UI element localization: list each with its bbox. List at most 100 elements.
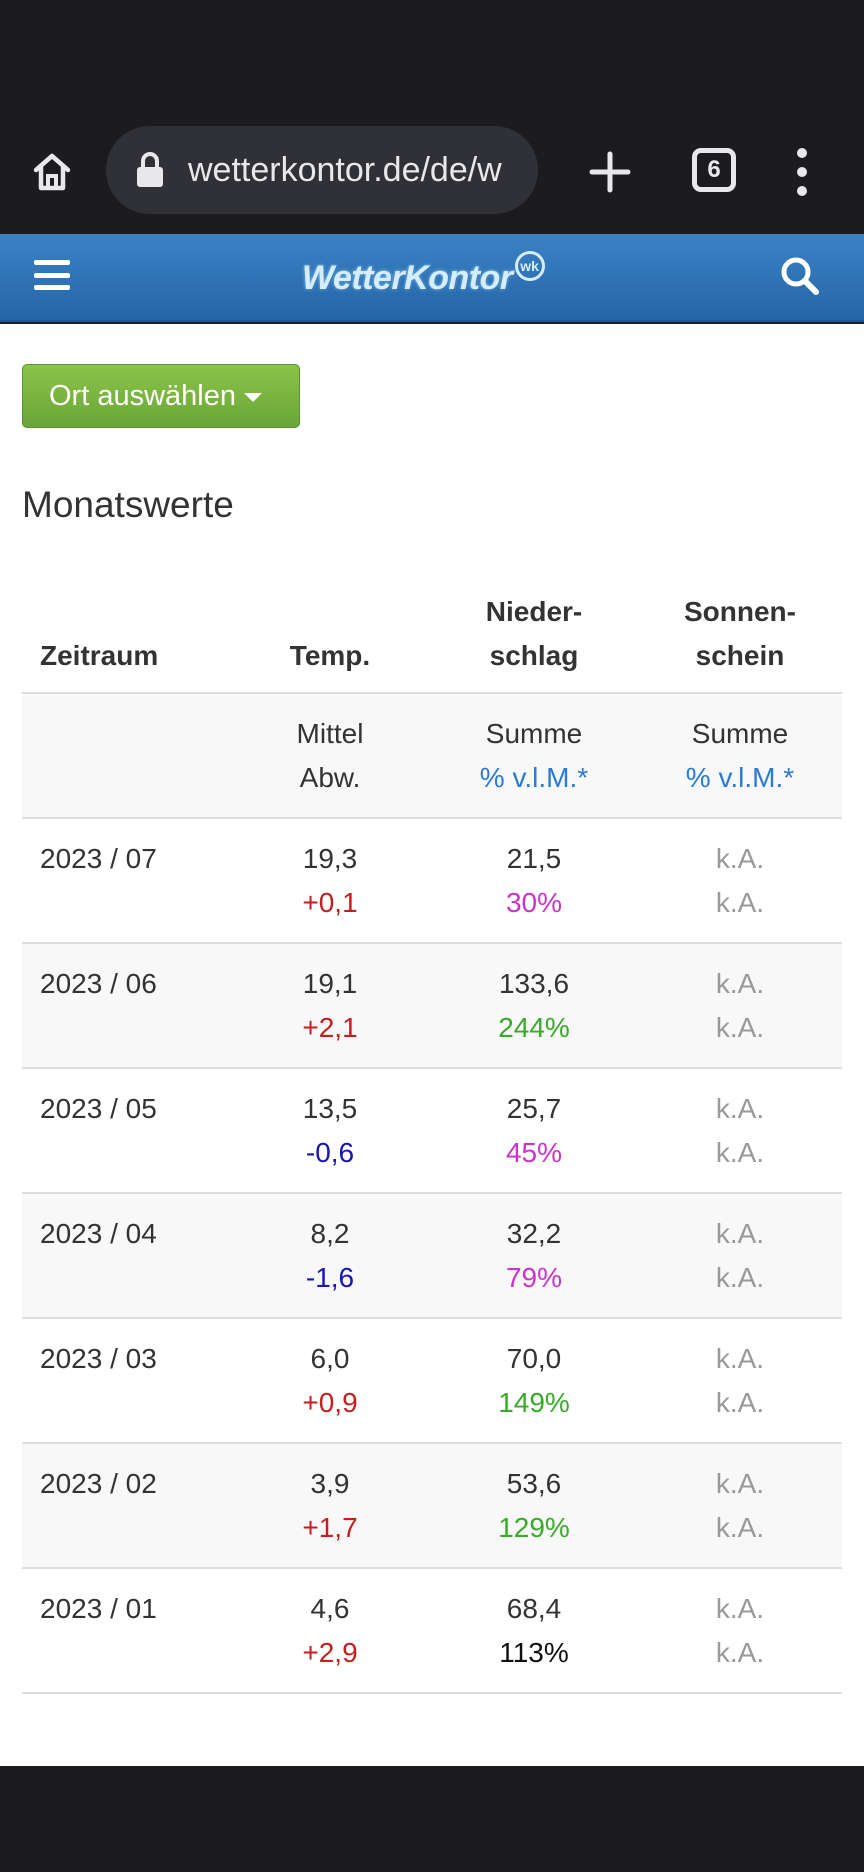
precip-sum: 32,2 bbox=[506, 1218, 562, 1249]
sun-sum: k.A. bbox=[715, 843, 765, 874]
sun-pct: k.A. bbox=[715, 887, 765, 918]
temp-mean: 13,5 bbox=[302, 1093, 358, 1124]
header-niederschlag-line1: Nieder- bbox=[485, 596, 583, 627]
sun-sum: k.A. bbox=[715, 1218, 765, 1249]
precip-cell: 21,5 30% bbox=[434, 837, 634, 925]
precip-cell: 32,2 79% bbox=[434, 1212, 634, 1300]
period-cell: 2023 / 05 bbox=[40, 1093, 157, 1124]
header-sonnenschein-line1: Sonnen- bbox=[684, 596, 796, 627]
temp-cell: 3,9 +1,7 bbox=[230, 1462, 430, 1550]
subheader-sonn-summe: Summe bbox=[691, 718, 789, 749]
site-logo[interactable]: WetterKontor wk bbox=[302, 248, 545, 308]
precip-sum: 70,0 bbox=[506, 1343, 562, 1374]
precip-sum: 53,6 bbox=[506, 1468, 562, 1499]
home-icon[interactable] bbox=[26, 146, 78, 198]
search-icon[interactable] bbox=[780, 256, 820, 296]
temp-mean: 19,1 bbox=[302, 968, 358, 999]
location-select-button[interactable]: Ort auswählen bbox=[22, 364, 300, 428]
precip-pct: 45% bbox=[505, 1137, 563, 1168]
temp-deviation: +0,9 bbox=[302, 1387, 358, 1418]
table-row: 2023 / 04 8,2 -1,6 32,2 79% k.A. k.A. bbox=[22, 1194, 842, 1319]
subheader-sonn-pct-link[interactable]: % v.l.M.* bbox=[685, 762, 795, 793]
sun-sum: k.A. bbox=[715, 1093, 765, 1124]
sun-pct: k.A. bbox=[715, 1637, 765, 1668]
lock-icon bbox=[137, 152, 163, 187]
precip-cell: 133,6 244% bbox=[434, 962, 634, 1050]
sun-cell: k.A. k.A. bbox=[640, 1462, 840, 1550]
table-row: 2023 / 06 19,1 +2,1 133,6 244% k.A. k.A. bbox=[22, 944, 842, 1069]
overflow-menu-icon[interactable] bbox=[790, 148, 814, 196]
temp-mean: 3,9 bbox=[310, 1468, 350, 1499]
precip-pct: 113% bbox=[499, 1637, 569, 1668]
sun-cell: k.A. k.A. bbox=[640, 1337, 840, 1425]
subheader-sonnenschein: Summe % v.l.M.* bbox=[640, 712, 840, 800]
precip-pct: 244% bbox=[498, 1012, 570, 1043]
header-niederschlag-line2: schlag bbox=[489, 640, 579, 671]
logo-text: WetterKontor bbox=[302, 258, 513, 297]
temp-mean: 4,6 bbox=[310, 1593, 350, 1624]
precip-pct: 79% bbox=[505, 1262, 563, 1293]
subheader-nied-pct-link[interactable]: % v.l.M.* bbox=[479, 762, 589, 793]
temp-deviation: +1,7 bbox=[302, 1512, 358, 1543]
precip-pct: 129% bbox=[498, 1512, 570, 1543]
sun-sum: k.A. bbox=[715, 968, 765, 999]
temp-deviation: +0,1 bbox=[302, 887, 358, 918]
subheader-temp-abw: Abw. bbox=[299, 762, 361, 793]
temp-cell: 4,6 +2,9 bbox=[230, 1587, 430, 1675]
period-cell: 2023 / 03 bbox=[40, 1343, 157, 1374]
precip-sum: 25,7 bbox=[506, 1093, 562, 1124]
header-zeitraum: Zeitraum bbox=[40, 640, 159, 671]
site-header: WetterKontor wk bbox=[0, 234, 864, 322]
monthly-values-table: Zeitraum Temp. Nieder- schlag Sonnen- sc… bbox=[22, 580, 842, 1694]
period-cell: 2023 / 02 bbox=[40, 1468, 157, 1499]
precip-sum: 133,6 bbox=[498, 968, 570, 999]
precip-pct: 149% bbox=[498, 1387, 570, 1418]
subheader-temp-mittel: Mittel bbox=[296, 718, 364, 749]
table-row: 2023 / 05 13,5 -0,6 25,7 45% k.A. k.A. bbox=[22, 1069, 842, 1194]
url-text: wetterkontor.de/de/w bbox=[188, 150, 502, 189]
temp-cell: 19,3 +0,1 bbox=[230, 837, 430, 925]
precip-cell: 70,0 149% bbox=[434, 1337, 634, 1425]
table-header: Zeitraum Temp. Nieder- schlag Sonnen- sc… bbox=[22, 580, 842, 694]
logo-mark: wk bbox=[514, 251, 545, 281]
subheader-temp: Mittel Abw. bbox=[230, 712, 430, 800]
temp-mean: 8,2 bbox=[310, 1218, 350, 1249]
sun-pct: k.A. bbox=[715, 1137, 765, 1168]
address-bar[interactable]: wetterkontor.de/de/w bbox=[106, 126, 538, 214]
temp-cell: 8,2 -1,6 bbox=[230, 1212, 430, 1300]
section-title: Monatswerte bbox=[22, 484, 234, 525]
header-sonnenschein-line2: schein bbox=[695, 640, 785, 671]
temp-deviation: -0,6 bbox=[305, 1137, 355, 1168]
subheader-nied-summe: Summe bbox=[485, 718, 583, 749]
period-cell: 2023 / 06 bbox=[40, 968, 157, 999]
header-niederschlag: Nieder- schlag bbox=[434, 590, 634, 678]
sun-pct: k.A. bbox=[715, 1512, 765, 1543]
location-select-label: Ort auswählen bbox=[49, 379, 236, 412]
browser-toolbar: wetterkontor.de/de/w 6 bbox=[0, 110, 864, 232]
hamburger-menu-icon[interactable] bbox=[34, 260, 70, 290]
sun-cell: k.A. k.A. bbox=[640, 1087, 840, 1175]
header-sonnenschein: Sonnen- schein bbox=[640, 590, 840, 678]
period-cell: 2023 / 04 bbox=[40, 1218, 157, 1249]
precip-cell: 53,6 129% bbox=[434, 1462, 634, 1550]
temp-deviation: +2,1 bbox=[302, 1012, 358, 1043]
sun-sum: k.A. bbox=[715, 1468, 765, 1499]
precip-sum: 21,5 bbox=[506, 843, 562, 874]
precip-cell: 68,4 113% bbox=[434, 1587, 634, 1675]
sun-sum: k.A. bbox=[715, 1593, 765, 1624]
new-tab-icon[interactable] bbox=[584, 146, 636, 198]
period-cell: 2023 / 01 bbox=[40, 1593, 157, 1624]
tab-switcher-button[interactable]: 6 bbox=[692, 148, 736, 192]
header-temp: Temp. bbox=[289, 640, 371, 671]
caret-down-icon bbox=[244, 392, 262, 402]
status-bar bbox=[0, 0, 864, 110]
table-row: 2023 / 07 19,3 +0,1 21,5 30% k.A. k.A. bbox=[22, 819, 842, 944]
temp-cell: 6,0 +0,9 bbox=[230, 1337, 430, 1425]
table-row: 2023 / 03 6,0 +0,9 70,0 149% k.A. k.A. bbox=[22, 1319, 842, 1444]
temp-mean: 6,0 bbox=[310, 1343, 350, 1374]
sun-pct: k.A. bbox=[715, 1012, 765, 1043]
temp-mean: 19,3 bbox=[302, 843, 358, 874]
precip-pct: 30% bbox=[505, 887, 563, 918]
precip-sum: 68,4 bbox=[506, 1593, 562, 1624]
temp-cell: 13,5 -0,6 bbox=[230, 1087, 430, 1175]
